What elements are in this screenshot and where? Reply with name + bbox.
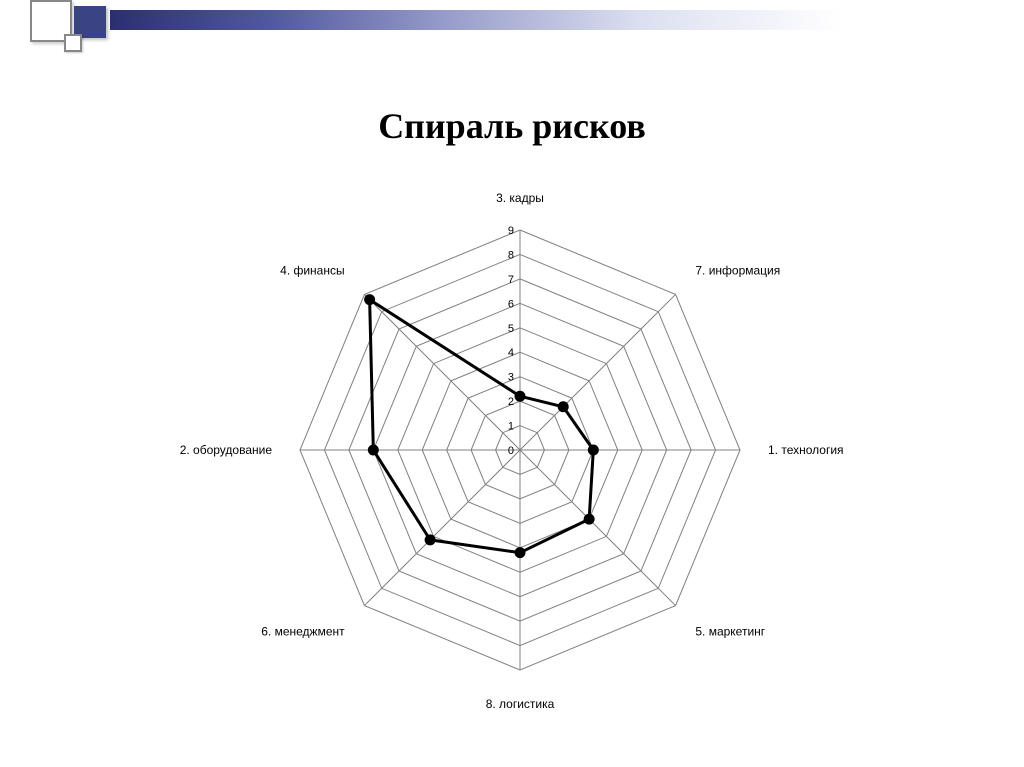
svg-text:4: 4 [508, 347, 514, 359]
slide-header-decoration [0, 0, 1024, 38]
svg-text:4. финансы: 4. финансы [280, 264, 344, 278]
radar-svg: 0 1 2 3 4 5 6 7 8 9 3. кадры 7. информация 1. технол… [140, 170, 900, 730]
slide-title: Спираль рисков [0, 105, 1024, 147]
svg-text:0: 0 [508, 445, 514, 457]
svg-text:8: 8 [508, 249, 514, 261]
svg-text:2. оборудование: 2. оборудование [180, 443, 273, 457]
svg-text:3. кадры: 3. кадры [496, 191, 544, 205]
svg-text:1: 1 [508, 421, 514, 433]
svg-text:6. менеджмент: 6. менеджмент [261, 624, 345, 638]
svg-text:2: 2 [508, 396, 514, 408]
svg-text:9: 9 [508, 225, 514, 237]
svg-text:6: 6 [508, 298, 514, 310]
svg-text:8. логистика: 8. логистика [486, 697, 555, 711]
svg-text:3: 3 [508, 372, 514, 384]
svg-text:1. технология: 1. технология [768, 443, 844, 457]
header-square-outline-small [64, 34, 82, 52]
svg-text:5. маркетинг: 5. маркетинг [695, 624, 765, 638]
radar-chart: 0 1 2 3 4 5 6 7 8 9 3. кадры 7. информация 1. технол… [140, 170, 900, 730]
svg-text:7: 7 [508, 274, 514, 286]
svg-text:5: 5 [508, 323, 514, 335]
header-gradient-bar [110, 10, 1024, 30]
svg-text:7. информация: 7. информация [695, 264, 780, 278]
